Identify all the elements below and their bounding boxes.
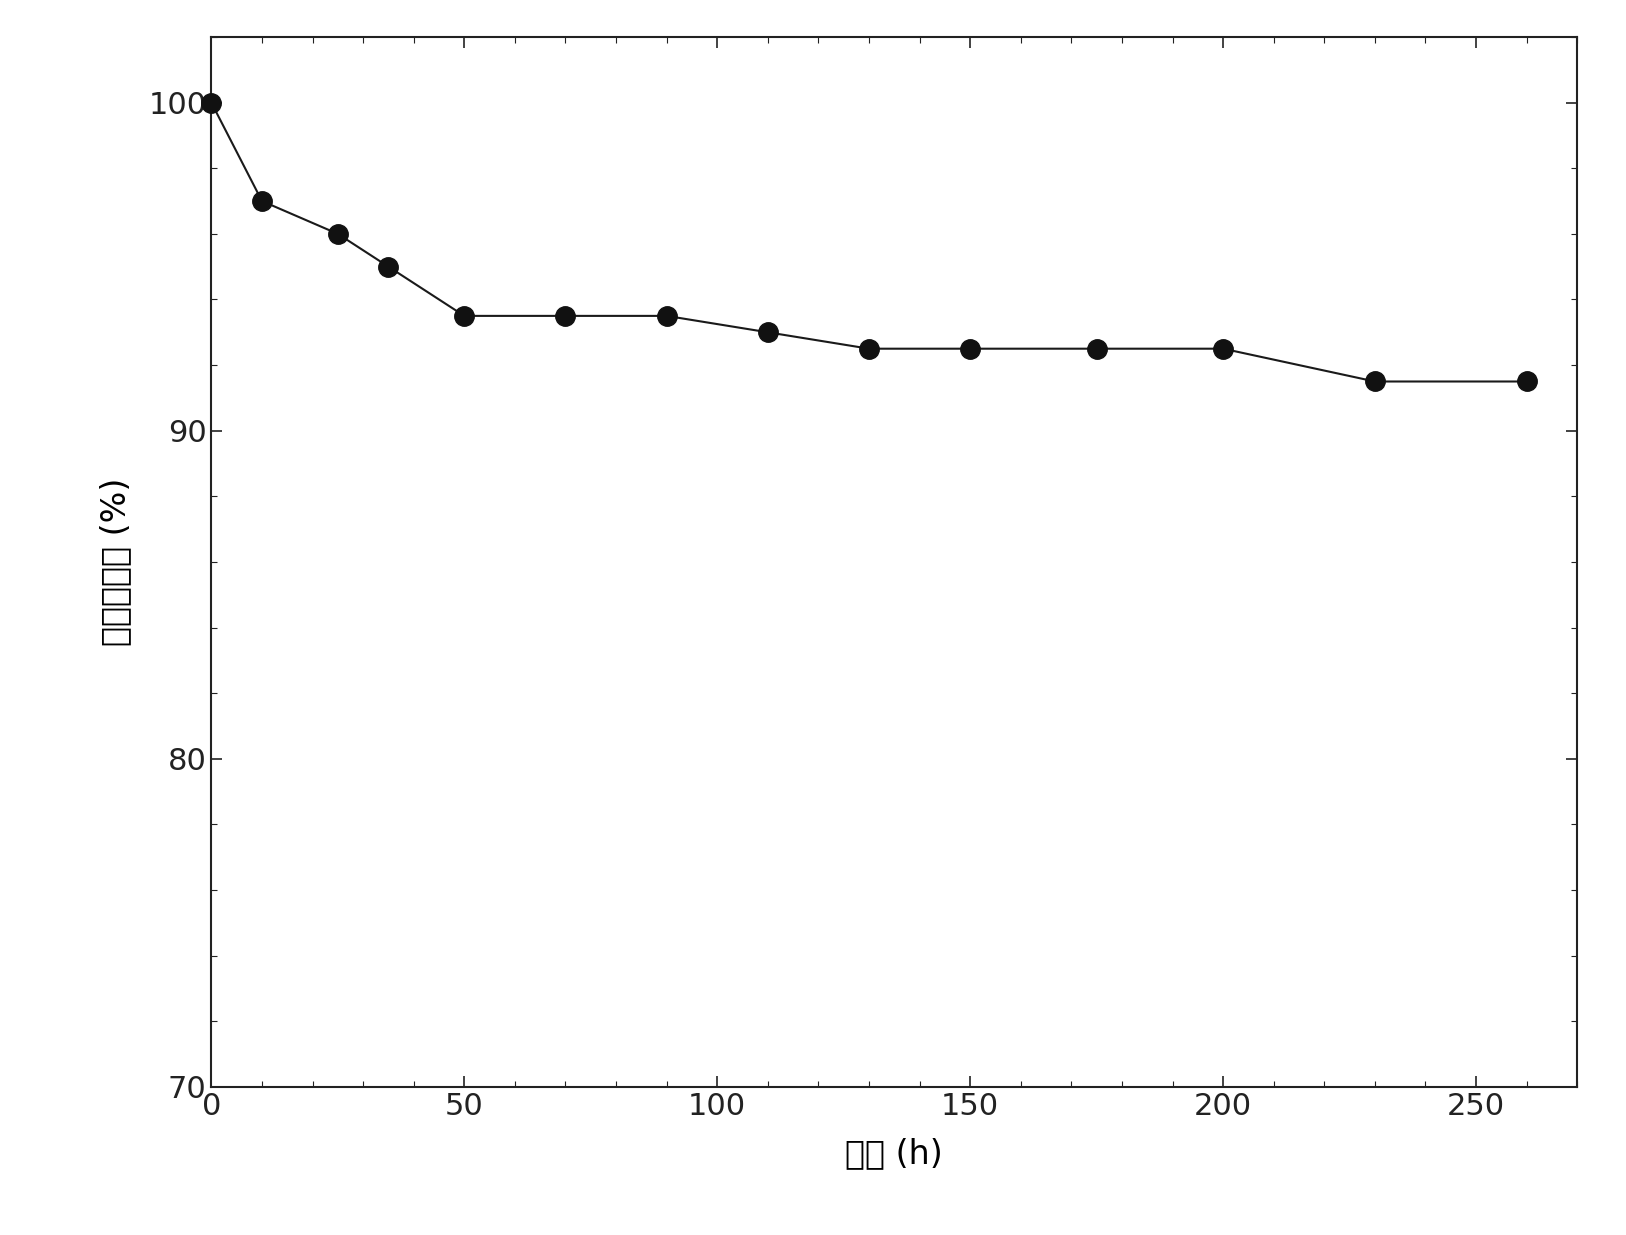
X-axis label: 时间 (h): 时间 (h) [846,1137,943,1171]
Y-axis label: 质量百分数 (%): 质量百分数 (%) [99,478,132,646]
